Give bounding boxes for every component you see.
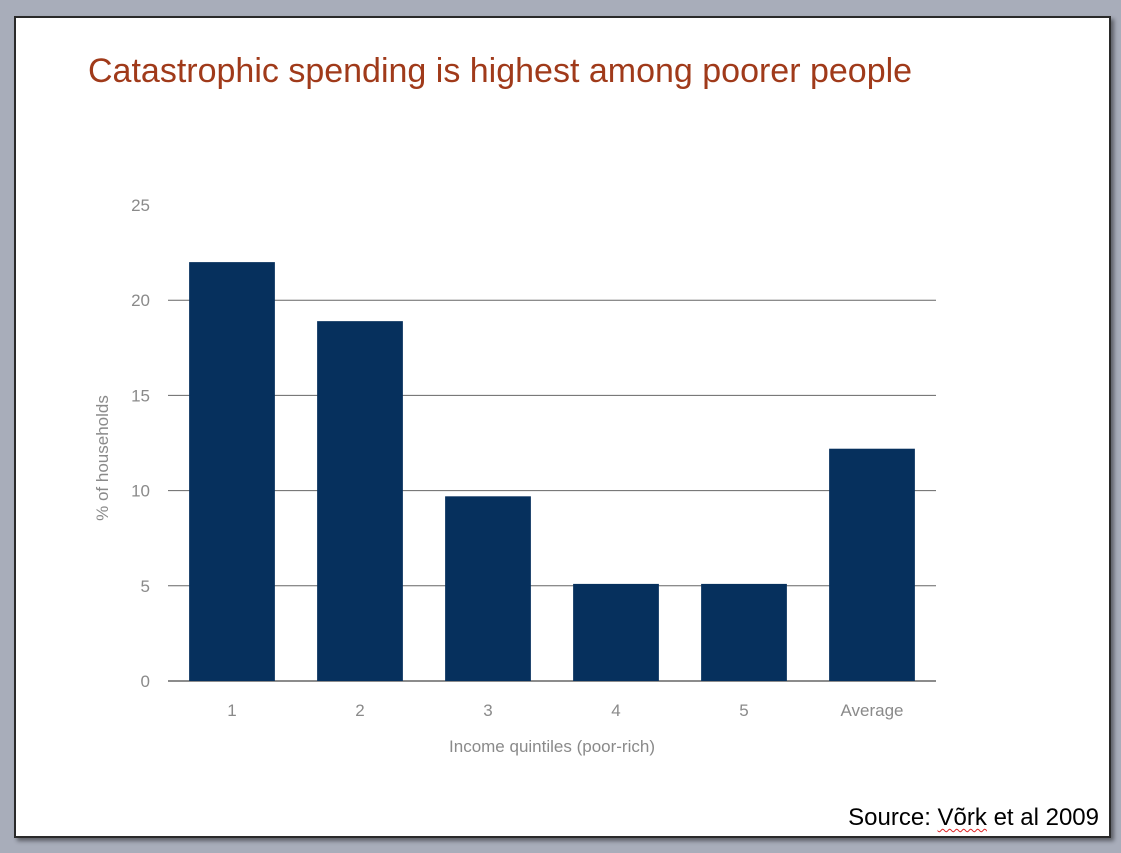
x-category-label: 3 (483, 701, 492, 720)
slide-title: Catastrophic spending is highest among p… (88, 52, 913, 90)
y-tick-label: 15 (131, 386, 150, 405)
y-axis-title: % of households (93, 395, 112, 521)
source-author: Võrk (937, 804, 987, 831)
bar (701, 583, 787, 681)
source-suffix: et al 2009 (986, 804, 1099, 831)
y-tick-label: 5 (141, 577, 150, 596)
bar (829, 448, 915, 681)
bar-chart: 0 5 10 15 20 25 1 2 3 4 5 Average Income quintiles… (93, 196, 936, 756)
y-tick-label: 10 (131, 482, 150, 501)
x-category-label: 1 (227, 701, 236, 720)
y-tick-labels: 0 5 10 15 20 25 (131, 196, 150, 691)
bar (445, 496, 531, 681)
source-prefix: Source: (848, 804, 938, 831)
bar (573, 583, 659, 681)
y-tick-label: 20 (131, 291, 150, 310)
x-category-label: 2 (355, 701, 364, 720)
x-category-labels: 1 2 3 4 5 Average (227, 701, 903, 720)
slide: Catastrophic spending is highest among p… (14, 16, 1111, 838)
y-tick-label: 25 (131, 196, 150, 215)
gridlines (168, 299, 936, 682)
x-category-label: 5 (739, 701, 748, 720)
y-tick-label: 0 (141, 672, 150, 691)
x-axis-title: Income quintiles (poor-rich) (449, 737, 655, 756)
bars (189, 262, 915, 681)
bar (189, 262, 275, 681)
bar (317, 321, 403, 681)
source-citation: Source: Võrk et al 2009 (848, 804, 1099, 832)
x-category-label: Average (840, 701, 903, 720)
x-category-label: 4 (611, 701, 620, 720)
